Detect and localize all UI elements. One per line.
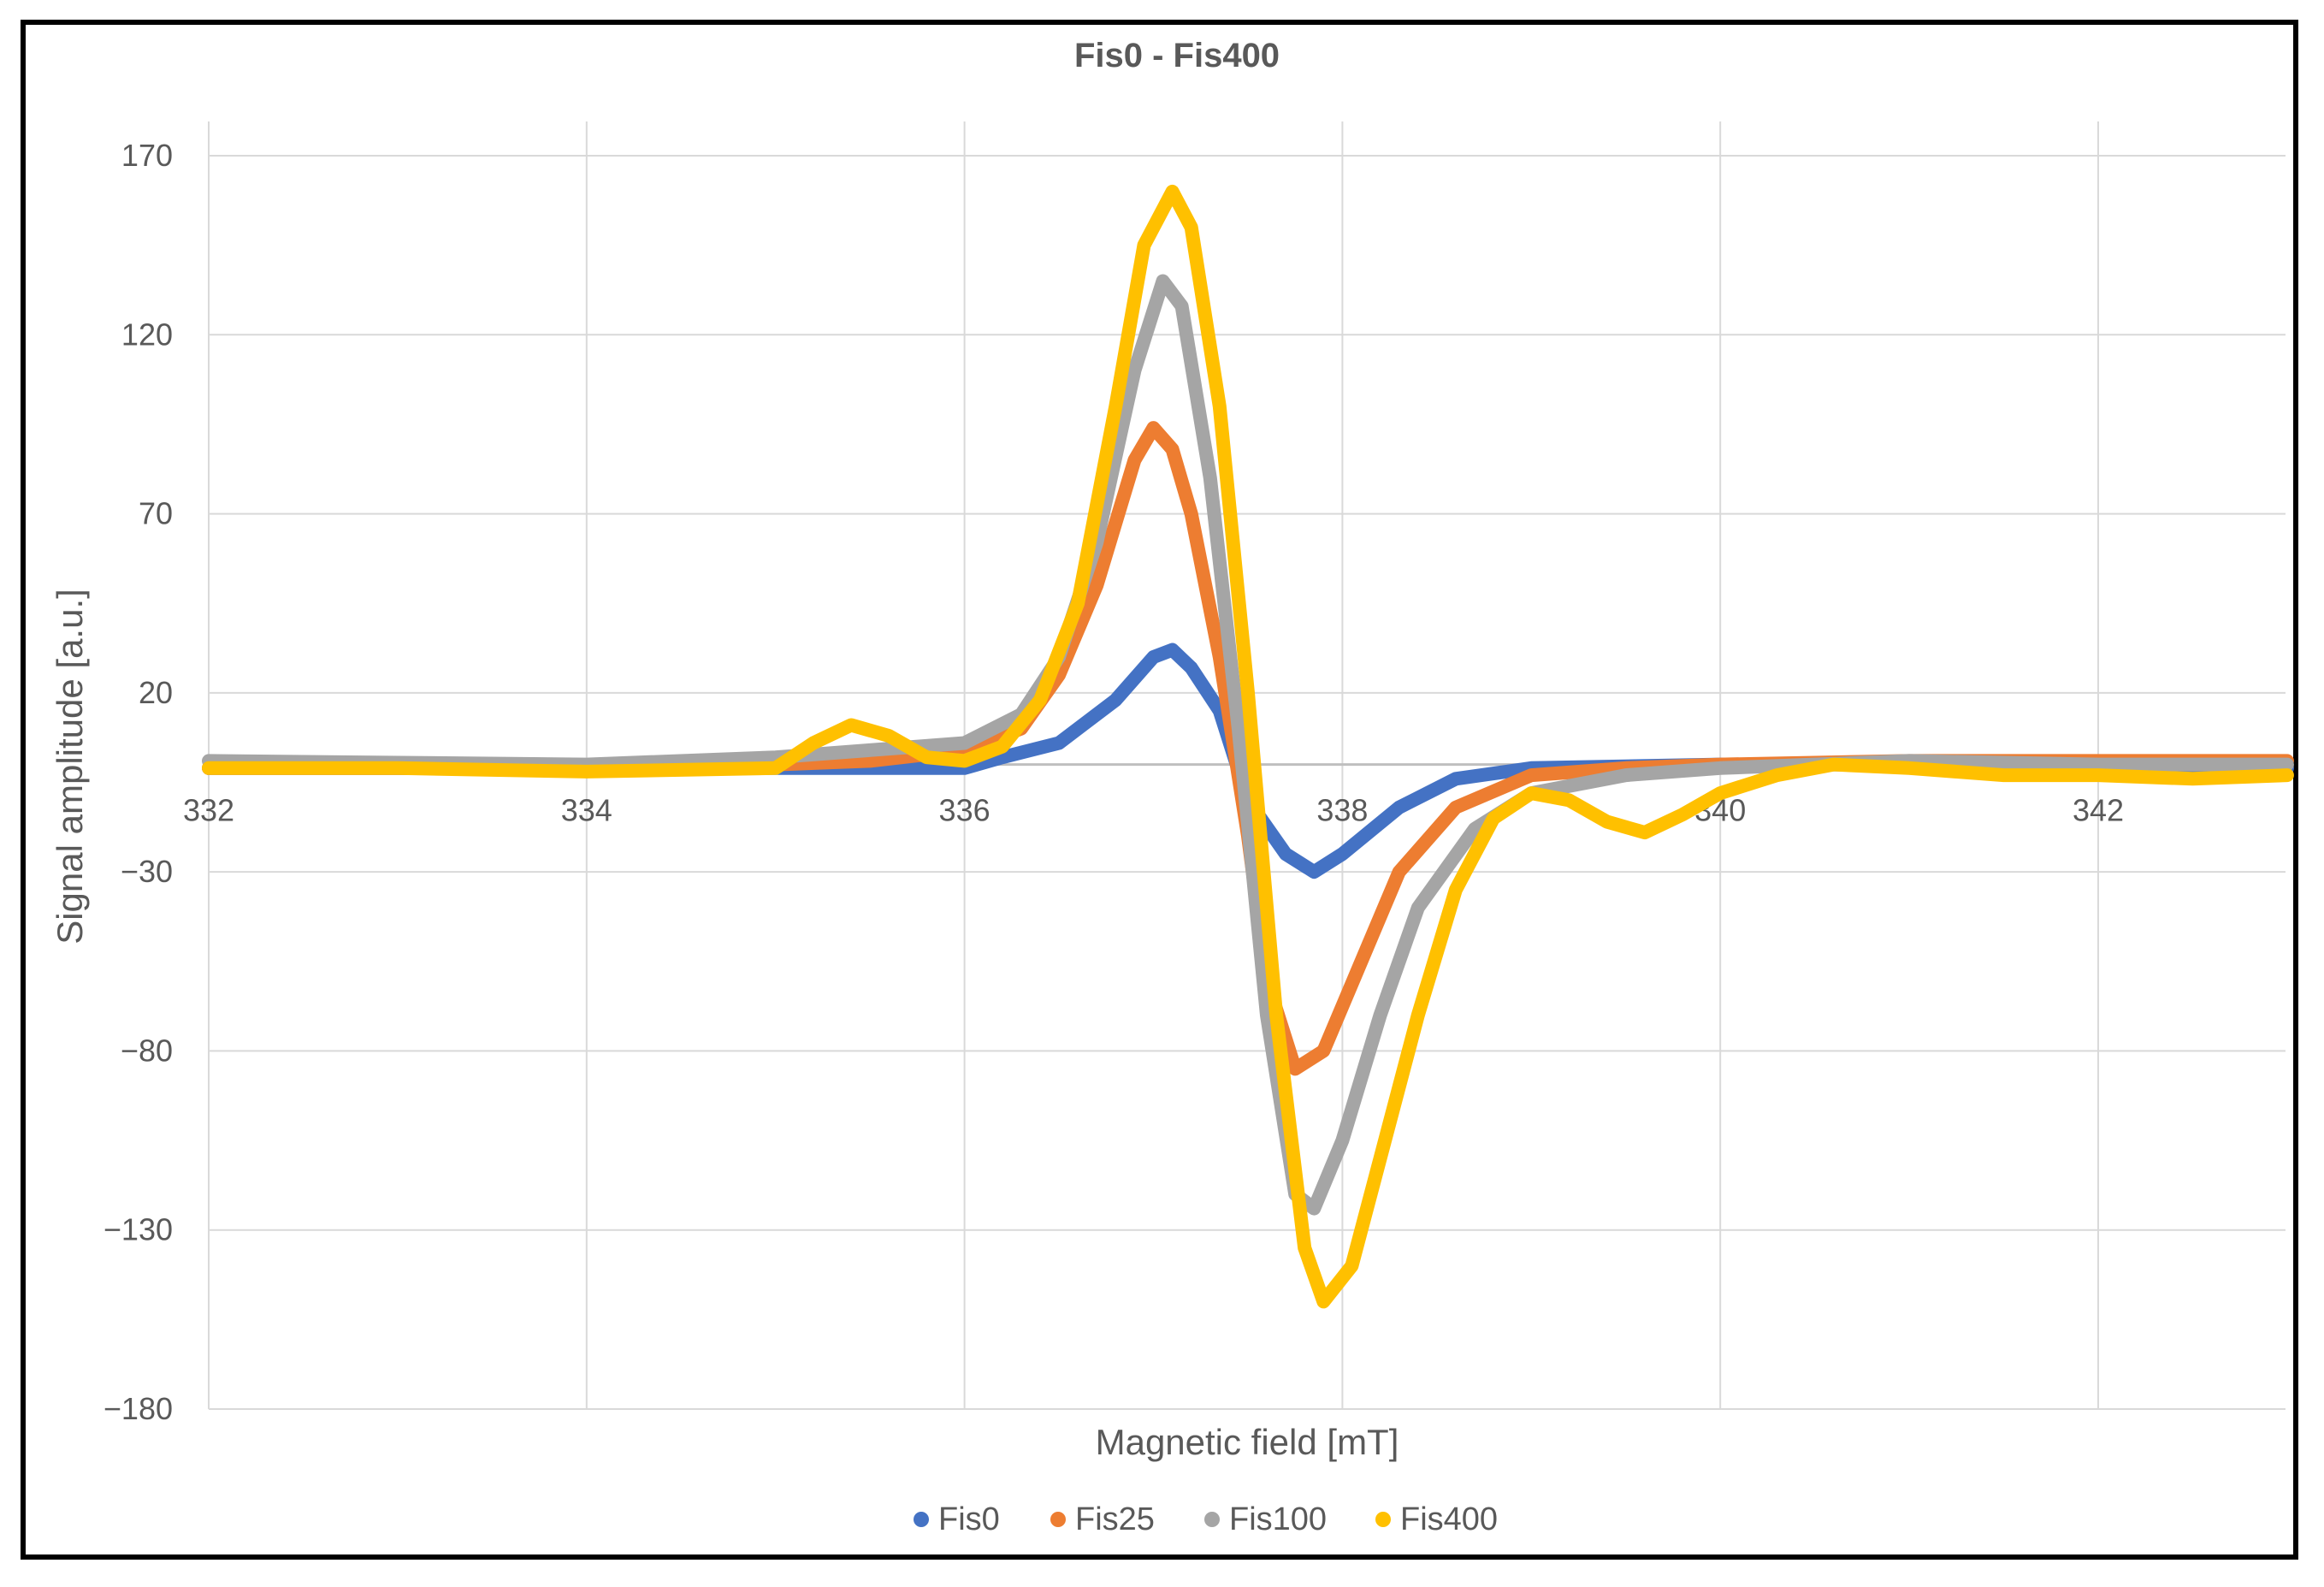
y-tick-labels: 170 120 70 20 −30 −80 −130 −180 xyxy=(103,138,173,1426)
y-tick-label: 170 xyxy=(121,138,173,173)
y-tick-label: 120 xyxy=(121,317,173,352)
x-tick-label: 334 xyxy=(561,793,612,828)
chart-title: Fis0 - Fis400 xyxy=(1074,37,1280,74)
y-tick-label: −130 xyxy=(103,1212,173,1247)
y-axis-title: Signal amplitude [a.u.] xyxy=(50,589,90,945)
x-tick-label: 338 xyxy=(1316,793,1368,828)
legend-marker-fis0 xyxy=(914,1512,929,1527)
series-line-fis400 xyxy=(202,184,2294,1309)
y-tick-label: −180 xyxy=(103,1391,173,1426)
legend-label-fis25: Fis25 xyxy=(1075,1501,1155,1537)
x-tick-labels: 332 334 336 338 340 342 xyxy=(183,793,2124,828)
y-tick-label: 70 xyxy=(139,496,173,531)
x-tick-label: 332 xyxy=(183,793,234,828)
legend: Fis0 Fis25 Fis100 Fis400 xyxy=(914,1501,1498,1537)
x-tick-label: 336 xyxy=(939,793,991,828)
y-tick-label: 20 xyxy=(139,675,173,710)
legend-label-fis400: Fis400 xyxy=(1400,1501,1498,1537)
legend-marker-fis25 xyxy=(1050,1512,1066,1527)
x-axis-title: Magnetic field [mT] xyxy=(1096,1422,1399,1462)
legend-label-fis0: Fis0 xyxy=(938,1501,1000,1537)
series-line-fis100 xyxy=(202,274,2294,1216)
x-tick-label: 342 xyxy=(2073,793,2124,828)
legend-label-fis100: Fis100 xyxy=(1229,1501,1327,1537)
y-tick-label: −80 xyxy=(121,1033,173,1068)
series-layer xyxy=(202,184,2294,1309)
y-tick-label: −30 xyxy=(121,854,173,889)
legend-marker-fis400 xyxy=(1375,1512,1391,1527)
legend-marker-fis100 xyxy=(1204,1512,1220,1527)
